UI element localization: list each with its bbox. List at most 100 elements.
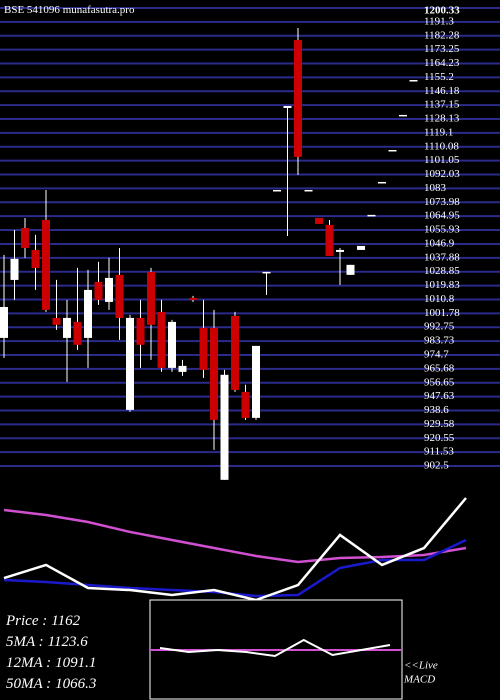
y-tick-label: 1182.28 <box>424 29 460 41</box>
info-value: 1066.3 <box>55 676 96 692</box>
live-label: MACD <box>403 674 435 686</box>
info-line: 50MA :1066.3 <box>6 676 96 692</box>
candle-body <box>147 271 155 325</box>
y-tick-label: 1119.1 <box>424 126 453 138</box>
candle-body <box>84 289 92 338</box>
info-label: 50MA : <box>6 676 51 692</box>
y-tick-label: 1046.9 <box>424 237 455 249</box>
candle-body <box>189 297 197 300</box>
info-line: Price :1162 <box>5 613 81 629</box>
candle-body <box>199 327 208 370</box>
y-tick-label: 974.7 <box>424 349 449 361</box>
candle-body <box>31 249 40 268</box>
y-tick-label: 983.73 <box>424 335 455 347</box>
candle-body <box>168 321 176 368</box>
indicator-line <box>3 508 467 564</box>
candle-body <box>0 306 8 338</box>
y-tick-label: 1019.83 <box>424 279 460 291</box>
candle-body <box>304 189 313 192</box>
candle-body <box>231 315 239 390</box>
info-label: 5MA : <box>6 634 44 650</box>
candle-body <box>178 365 187 372</box>
y-tick-label: 1137.15 <box>424 99 460 111</box>
y-tick-label: 1001.78 <box>424 307 460 319</box>
y-tick-label: 1064.95 <box>424 210 460 222</box>
candle-body <box>336 249 344 252</box>
candle-body <box>126 317 134 410</box>
candle-body <box>94 281 103 300</box>
info-value: 1123.6 <box>48 634 89 650</box>
y-tick-label: 1128.13 <box>424 113 460 125</box>
indicator-line <box>3 497 467 602</box>
y-tick-label: 956.65 <box>424 376 455 388</box>
candle-body <box>136 317 145 345</box>
candle-body <box>10 258 19 280</box>
candle-body <box>157 311 166 368</box>
candle-body <box>73 321 82 345</box>
candle-body <box>220 374 229 480</box>
candle-body <box>409 80 418 82</box>
candle-body <box>115 274 124 318</box>
y-tick-label: 1200.33 <box>424 5 460 17</box>
y-tick-label: 1055.93 <box>424 224 460 236</box>
y-tick-label: 1083 <box>424 182 447 194</box>
y-tick-label: 1028.85 <box>424 265 460 277</box>
candle-body <box>262 271 271 274</box>
candle-body <box>399 114 407 117</box>
y-tick-label: 965.68 <box>424 362 455 374</box>
y-tick-label: 1191.3 <box>424 15 454 27</box>
y-tick-label: 1110.08 <box>424 140 459 152</box>
info-line: 5MA :1123.6 <box>6 634 88 650</box>
live-label: <<Live <box>404 660 438 672</box>
info-value: 1091.1 <box>55 655 96 671</box>
y-tick-label: 1155.2 <box>424 71 454 83</box>
candle-body <box>63 317 71 338</box>
candle-body <box>325 224 334 256</box>
candle-body <box>367 214 376 217</box>
candles <box>0 28 418 480</box>
candle-body <box>52 317 61 325</box>
candle-body <box>388 149 397 152</box>
candle-body <box>273 189 281 192</box>
y-tick-label: 920.55 <box>424 432 455 444</box>
y-tick-label: 938.6 <box>424 404 449 416</box>
y-tick-label: 992.75 <box>424 321 455 333</box>
info-label: 12MA : <box>6 655 51 671</box>
candle-body <box>346 264 355 275</box>
candle-body <box>283 106 292 109</box>
y-tick-label: 911.53 <box>424 446 454 458</box>
candle-body <box>294 40 302 157</box>
candle-body <box>315 217 323 224</box>
candle-body <box>241 391 250 418</box>
candle-body <box>42 219 50 310</box>
y-tick-label: 902.5 <box>424 460 449 472</box>
y-tick-label: 1146.18 <box>424 85 460 97</box>
subtitle: munafasutra.pro <box>63 4 135 16</box>
y-tick-label: 1173.25 <box>424 43 460 55</box>
y-tick-label: 1073.98 <box>424 196 460 208</box>
y-tick-label: 1164.23 <box>424 57 460 69</box>
info-value: 1162 <box>51 613 80 629</box>
candle-body <box>357 245 365 250</box>
candle-body <box>378 181 386 184</box>
candle-body <box>252 345 260 418</box>
macd-line <box>159 638 391 658</box>
info-line: 12MA :1091.1 <box>6 655 96 671</box>
header: BSE 541096 munafasutra.pro <box>4 4 135 16</box>
indicator-panel <box>3 497 467 602</box>
y-tick-label: 1101.05 <box>424 154 460 166</box>
y-tick-label: 1037.88 <box>424 251 460 263</box>
y-tick-label: 929.58 <box>424 418 455 430</box>
y-tick-label: 947.63 <box>424 390 455 402</box>
info-label: Price : <box>5 613 47 629</box>
candle-body <box>210 327 218 420</box>
macd <box>159 638 391 658</box>
candle-body <box>105 277 113 302</box>
candle-body <box>21 227 29 248</box>
title: BSE 541096 <box>4 4 60 16</box>
y-tick-label: 1010.8 <box>424 293 455 305</box>
